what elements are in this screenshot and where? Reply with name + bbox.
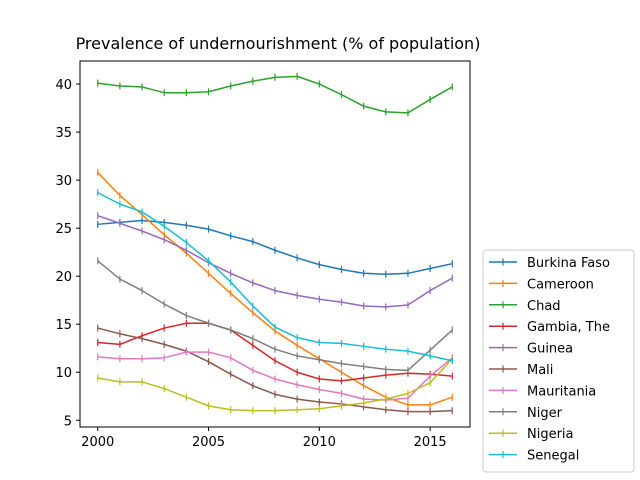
chart-title: Prevalence of undernourishment (% of pop… [76, 34, 481, 53]
series-burkina-faso [97, 216, 453, 278]
legend-label: Nigeria [527, 427, 574, 442]
legend-label: Guinea [527, 342, 573, 357]
x-tick-label: 2010 [303, 435, 336, 450]
legend-item: Guinea [489, 342, 573, 357]
legend-item: Burkina Faso [489, 256, 610, 271]
series-nigeria [97, 355, 453, 415]
series-guinea [97, 212, 453, 311]
series-chad [97, 72, 453, 117]
y-tick-label: 10 [55, 366, 72, 381]
legend-item: Cameroon [489, 277, 594, 292]
y-tick-label: 15 [55, 318, 72, 333]
series-line [97, 75, 453, 114]
legend: Burkina Faso Cameroon Chad Gambia, The Guine… [482, 249, 635, 473]
legend-label: Cameroon [527, 277, 594, 292]
legend-item: Niger [489, 406, 563, 421]
series-line [97, 358, 453, 412]
x-tick-label: 2005 [192, 435, 225, 450]
legend-item: Mauritania [489, 384, 596, 399]
y-tick-label: 40 [55, 78, 72, 93]
plot-area [97, 72, 453, 416]
plot-frame [79, 60, 471, 428]
series-mauritania [97, 348, 453, 404]
legend-item: Gambia, The [489, 320, 610, 335]
series-line [97, 191, 453, 362]
legend-item: Chad [489, 299, 561, 314]
y-tick-label: 20 [55, 270, 72, 285]
y-tick-label: 30 [55, 174, 72, 189]
legend-label: Mali [527, 363, 553, 378]
y-tick-label: 25 [55, 222, 72, 237]
legend-label: Burkina Faso [527, 256, 610, 271]
legend-box [482, 249, 635, 473]
series-niger [97, 257, 453, 374]
legend-label: Niger [527, 406, 563, 421]
legend-label: Mauritania [527, 384, 596, 399]
legend-item: Nigeria [489, 427, 574, 442]
legend-label: Gambia, The [527, 320, 610, 335]
y-tick-label: 35 [55, 126, 72, 141]
legend-label: Chad [527, 299, 561, 314]
legend-label: Senegal [527, 449, 579, 464]
y-tick-label: 5 [64, 414, 72, 429]
legend-item: Senegal [489, 449, 579, 464]
series-line [97, 260, 453, 372]
axes: 2000 2005 2010 2015 5 10 15 20 25 30 35 40 [55, 78, 446, 450]
x-tick-label: 2015 [414, 435, 447, 450]
series-senegal [97, 189, 453, 365]
legend-item: Mali [489, 363, 553, 378]
x-tick-label: 2000 [81, 435, 114, 450]
